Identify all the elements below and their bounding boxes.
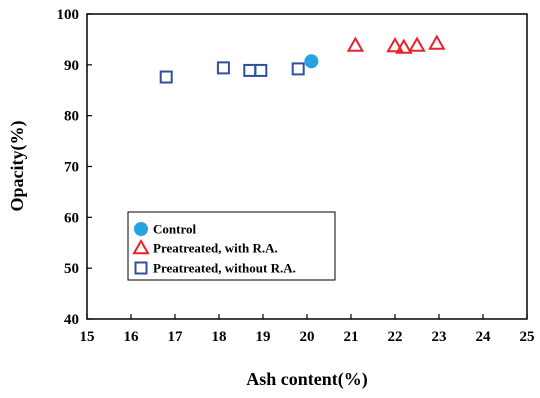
legend-label: Preatreated, without R.A. — [153, 261, 296, 276]
x-tick-label: 22 — [388, 329, 403, 345]
data-point — [254, 63, 268, 77]
legend-label: Control — [153, 222, 196, 237]
legend-label: Preatreated, with R.A. — [153, 241, 278, 256]
data-point — [408, 36, 426, 52]
x-tick-label: 23 — [432, 329, 447, 345]
x-tick-label: 19 — [256, 329, 271, 345]
y-tick-label: 50 — [64, 261, 79, 277]
y-tick-label: 80 — [64, 109, 79, 125]
x-tick-label: 17 — [168, 329, 184, 345]
y-tick-label: 60 — [64, 210, 79, 226]
x-tick-label: 25 — [520, 329, 535, 345]
y-tick-label: 100 — [57, 7, 80, 23]
series-1 — [346, 34, 446, 54]
data-point — [291, 62, 305, 76]
series-0 — [304, 54, 319, 69]
data-point — [428, 34, 446, 50]
x-tick-label: 15 — [80, 329, 95, 345]
y-axis-ticks: 40 50 60 70 80 90 100 — [57, 7, 92, 328]
x-tick-label: 16 — [124, 329, 140, 345]
data-point — [216, 61, 230, 75]
x-tick-label: 21 — [344, 329, 359, 345]
data-points — [159, 34, 446, 84]
legend: Control Preatreated, with R.A. Preatreated… — [127, 211, 336, 281]
data-point — [159, 70, 173, 84]
legend-box — [127, 211, 336, 281]
data-point — [346, 36, 365, 52]
x-tick-label: 18 — [212, 329, 227, 345]
data-point — [304, 54, 319, 69]
x-axis-ticks: 15 16 17 18 19 20 21 22 23 24 25 — [80, 314, 535, 345]
y-tick-label: 70 — [64, 160, 79, 176]
x-tick-label: 24 — [476, 329, 492, 345]
legend-marker — [132, 238, 150, 255]
data-point — [395, 38, 413, 54]
y-axis-title: Opacity(%) — [7, 121, 28, 212]
legend-marker — [134, 222, 148, 236]
series-2 — [159, 61, 305, 84]
x-axis-title: Ash content(%) — [246, 369, 368, 390]
y-tick-label: 40 — [64, 312, 79, 328]
legend-marker — [134, 261, 148, 275]
y-tick-label: 90 — [64, 58, 79, 74]
x-tick-label: 20 — [300, 329, 315, 345]
data-point — [386, 37, 404, 53]
